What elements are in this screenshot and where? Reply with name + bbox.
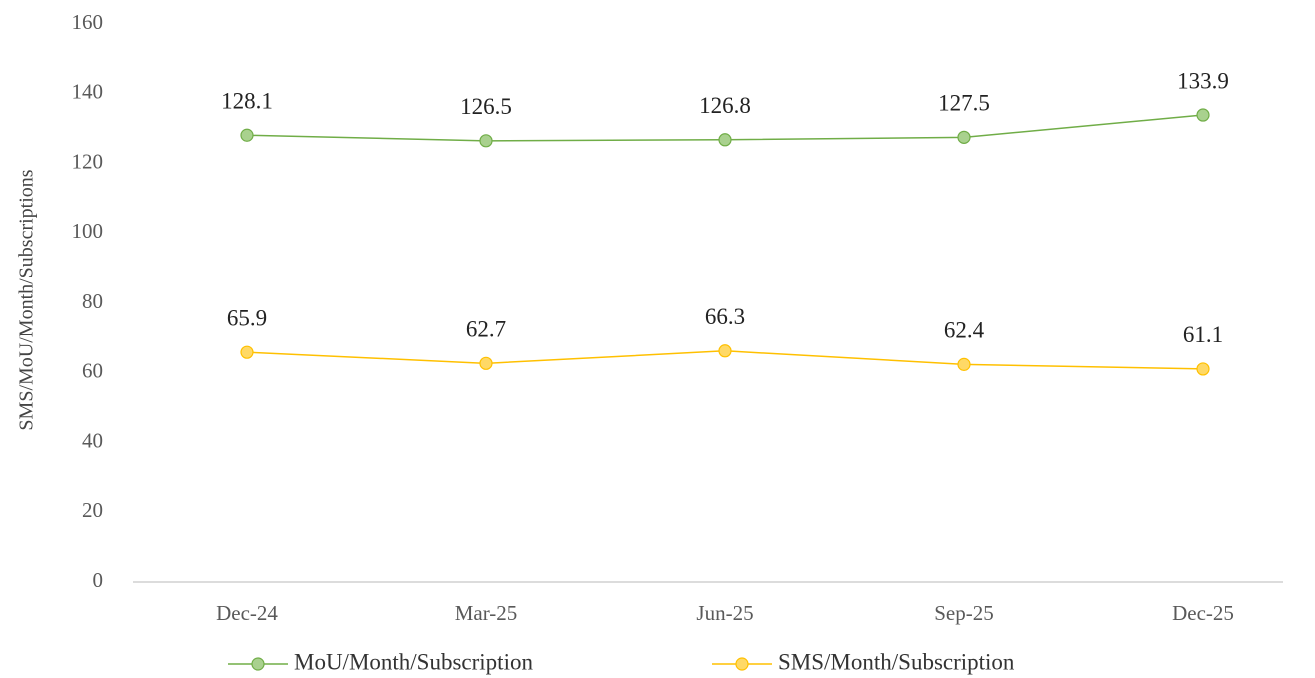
point [1196, 362, 1210, 376]
data-label: 66.3 [705, 304, 745, 329]
point [479, 134, 493, 148]
data-label: 127.5 [938, 91, 990, 116]
data-label: 128.1 [221, 89, 273, 114]
y-tick-label: 40 [82, 428, 103, 452]
data-label: 62.7 [466, 317, 506, 342]
legend-marker [735, 657, 749, 671]
y-axis-title: SMS/MoU/Month/Subscriptions [16, 169, 38, 430]
y-tick-label: 160 [72, 10, 104, 34]
point [240, 345, 254, 359]
y-tick-label: 20 [82, 498, 103, 522]
legend-label: SMS/Month/Subscription [778, 649, 1015, 674]
data-label: 61.1 [1183, 322, 1223, 347]
data-label: 133.9 [1177, 68, 1229, 93]
point [479, 356, 493, 370]
y-tick-label: 140 [72, 80, 104, 104]
legend-marker [251, 657, 265, 671]
x-tick-label: Sep-25 [934, 601, 994, 625]
x-tick-label: Dec-25 [1172, 601, 1234, 625]
point [718, 344, 732, 358]
data-label: 126.5 [460, 94, 512, 119]
data-label: 62.4 [944, 318, 985, 343]
y-tick-label: 0 [93, 568, 104, 592]
point [957, 130, 971, 144]
legend-label: MoU/Month/Subscription [294, 649, 533, 674]
data-label: 65.9 [227, 305, 267, 330]
y-tick-label: 100 [72, 219, 104, 243]
y-tick-label: 60 [82, 359, 103, 383]
y-tick-label: 120 [72, 149, 104, 173]
point [1196, 108, 1210, 122]
point [718, 133, 732, 147]
data-label: 126.8 [699, 93, 751, 118]
point [957, 357, 971, 371]
point [240, 128, 254, 142]
x-tick-label: Mar-25 [455, 601, 518, 625]
y-tick-label: 80 [82, 289, 103, 313]
x-tick-label: Jun-25 [696, 601, 753, 625]
x-tick-label: Dec-24 [216, 601, 278, 625]
